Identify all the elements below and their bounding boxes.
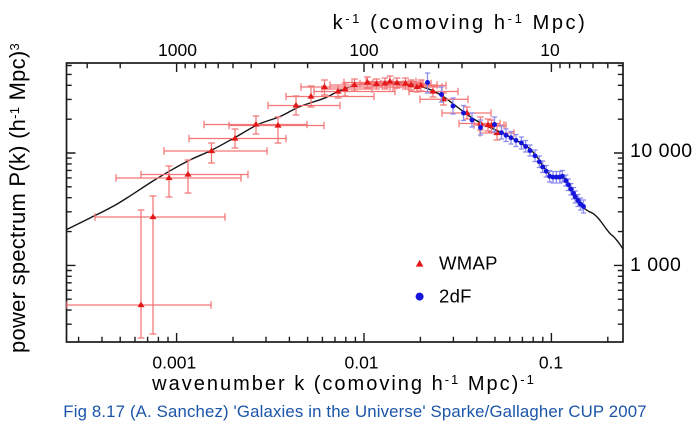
svg-text:10 000: 10 000	[630, 140, 693, 162]
svg-text:2dF: 2dF	[439, 286, 472, 307]
svg-text:1000: 1000	[158, 40, 197, 60]
svg-text:10: 10	[540, 40, 560, 60]
svg-text:0.01: 0.01	[344, 353, 378, 373]
svg-text:0.001: 0.001	[152, 353, 196, 373]
svg-text:Fig 8.17 (A. Sanchez) 'Galaxie: Fig 8.17 (A. Sanchez) 'Galaxies in the U…	[63, 402, 646, 421]
svg-text:power spectrum P(k) (h-1 Mpc)3: power spectrum P(k) (h-1 Mpc)3	[5, 43, 30, 353]
svg-text:1 000: 1 000	[630, 254, 681, 276]
svg-text:WMAP: WMAP	[439, 253, 498, 274]
svg-text:100: 100	[349, 40, 378, 60]
svg-text:k-1 (comoving h-1 Mpc): k-1 (comoving h-1 Mpc)	[333, 11, 588, 34]
svg-text:wavenumber k (comoving h-1 Mpc: wavenumber k (comoving h-1 Mpc)-1	[151, 372, 536, 395]
svg-text:0.1: 0.1	[539, 353, 563, 373]
